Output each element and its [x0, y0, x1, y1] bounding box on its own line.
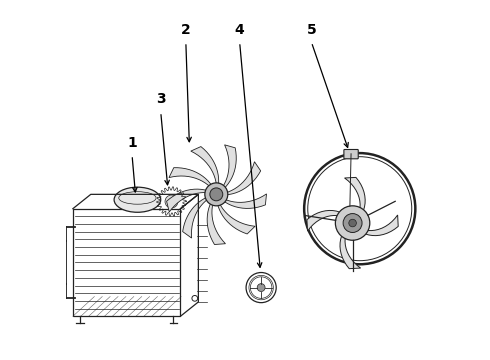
Polygon shape — [222, 145, 236, 189]
Circle shape — [205, 183, 228, 206]
Polygon shape — [225, 162, 261, 195]
Circle shape — [210, 188, 223, 201]
Circle shape — [349, 219, 356, 227]
Polygon shape — [340, 233, 361, 269]
FancyBboxPatch shape — [344, 149, 358, 159]
Circle shape — [257, 284, 265, 292]
Polygon shape — [344, 177, 365, 213]
Polygon shape — [169, 168, 212, 187]
Ellipse shape — [114, 187, 161, 212]
Circle shape — [169, 199, 174, 204]
Polygon shape — [217, 203, 255, 234]
Polygon shape — [167, 189, 208, 212]
Polygon shape — [191, 147, 219, 186]
Polygon shape — [207, 202, 225, 244]
Circle shape — [335, 206, 370, 240]
Text: 5: 5 — [306, 23, 316, 37]
Polygon shape — [363, 215, 398, 236]
Text: 1: 1 — [127, 135, 137, 149]
Polygon shape — [307, 211, 343, 231]
Text: 3: 3 — [156, 93, 166, 107]
Circle shape — [343, 213, 362, 233]
Polygon shape — [183, 197, 208, 238]
Text: 2: 2 — [181, 23, 191, 37]
Polygon shape — [223, 194, 267, 208]
Circle shape — [165, 195, 178, 208]
Text: 4: 4 — [235, 23, 245, 37]
